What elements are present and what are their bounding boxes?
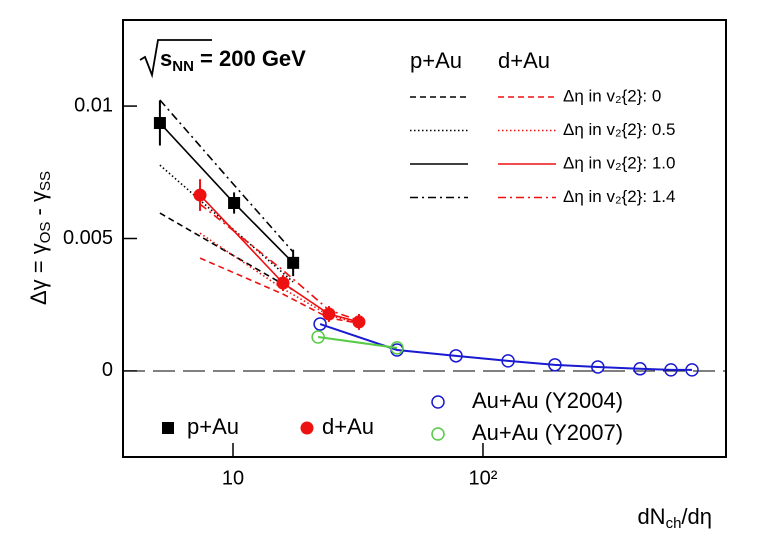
- data-point: [390, 341, 404, 355]
- legend-label: d+Au: [322, 414, 374, 439]
- series-line: [317, 336, 398, 349]
- legend-group-header: p+Au: [410, 48, 462, 73]
- data-point: [449, 349, 463, 363]
- model-curve: [159, 99, 294, 253]
- model-curve: [199, 203, 360, 322]
- legend-label: Δη in v₂{2}: 0: [563, 86, 661, 105]
- model-curve: [159, 164, 294, 283]
- data-point: [313, 317, 327, 331]
- series-line: [319, 323, 693, 371]
- data-point: [352, 315, 366, 329]
- energy-annotation: sNN = 200 GeV: [160, 46, 306, 75]
- legend-group-header: d+Au: [498, 48, 550, 73]
- model-curve: [159, 122, 294, 264]
- legend-label: Δη in v₂{2}: 1.0: [563, 153, 675, 172]
- data-point: [664, 363, 678, 377]
- data-point: [591, 360, 605, 374]
- model-curve: [199, 257, 360, 325]
- legend-label: p+Au: [187, 414, 239, 439]
- data-point: [685, 363, 699, 377]
- legend-marker: [162, 422, 174, 434]
- y-tick-label: 0.01: [74, 94, 113, 116]
- data-point: [276, 276, 290, 290]
- data-point: [287, 256, 300, 269]
- data-point: [501, 354, 515, 368]
- legend-marker: [300, 421, 314, 435]
- legend-marker: [431, 395, 445, 409]
- data-point: [311, 330, 325, 344]
- x-axis-label: dNch/dη: [637, 504, 712, 532]
- legend-label: Δη in v₂{2}: 0.5: [563, 120, 675, 139]
- data-point: [193, 188, 207, 202]
- legend-label: Au+Au (Y2007): [472, 420, 623, 445]
- data-point: [633, 362, 647, 376]
- data-point: [228, 197, 241, 210]
- y-axis-label: Δγ = γOS - γSS: [26, 171, 54, 305]
- data-point: [153, 117, 166, 130]
- model-curve: [199, 194, 360, 323]
- y-tick-label: 0: [102, 359, 113, 381]
- legend-marker: [431, 427, 445, 441]
- model-curve: [199, 232, 360, 325]
- legend-label: Δη in v₂{2}: 1.4: [563, 187, 675, 206]
- x-tick-label: 10: [222, 467, 244, 489]
- sqrt-sign: [139, 39, 212, 79]
- y-tick-label: 0.005: [63, 227, 113, 249]
- data-point: [548, 358, 562, 372]
- legend-label: Au+Au (Y2004): [472, 388, 623, 413]
- x-tick-label: 10²: [469, 467, 498, 489]
- data-point: [322, 307, 336, 321]
